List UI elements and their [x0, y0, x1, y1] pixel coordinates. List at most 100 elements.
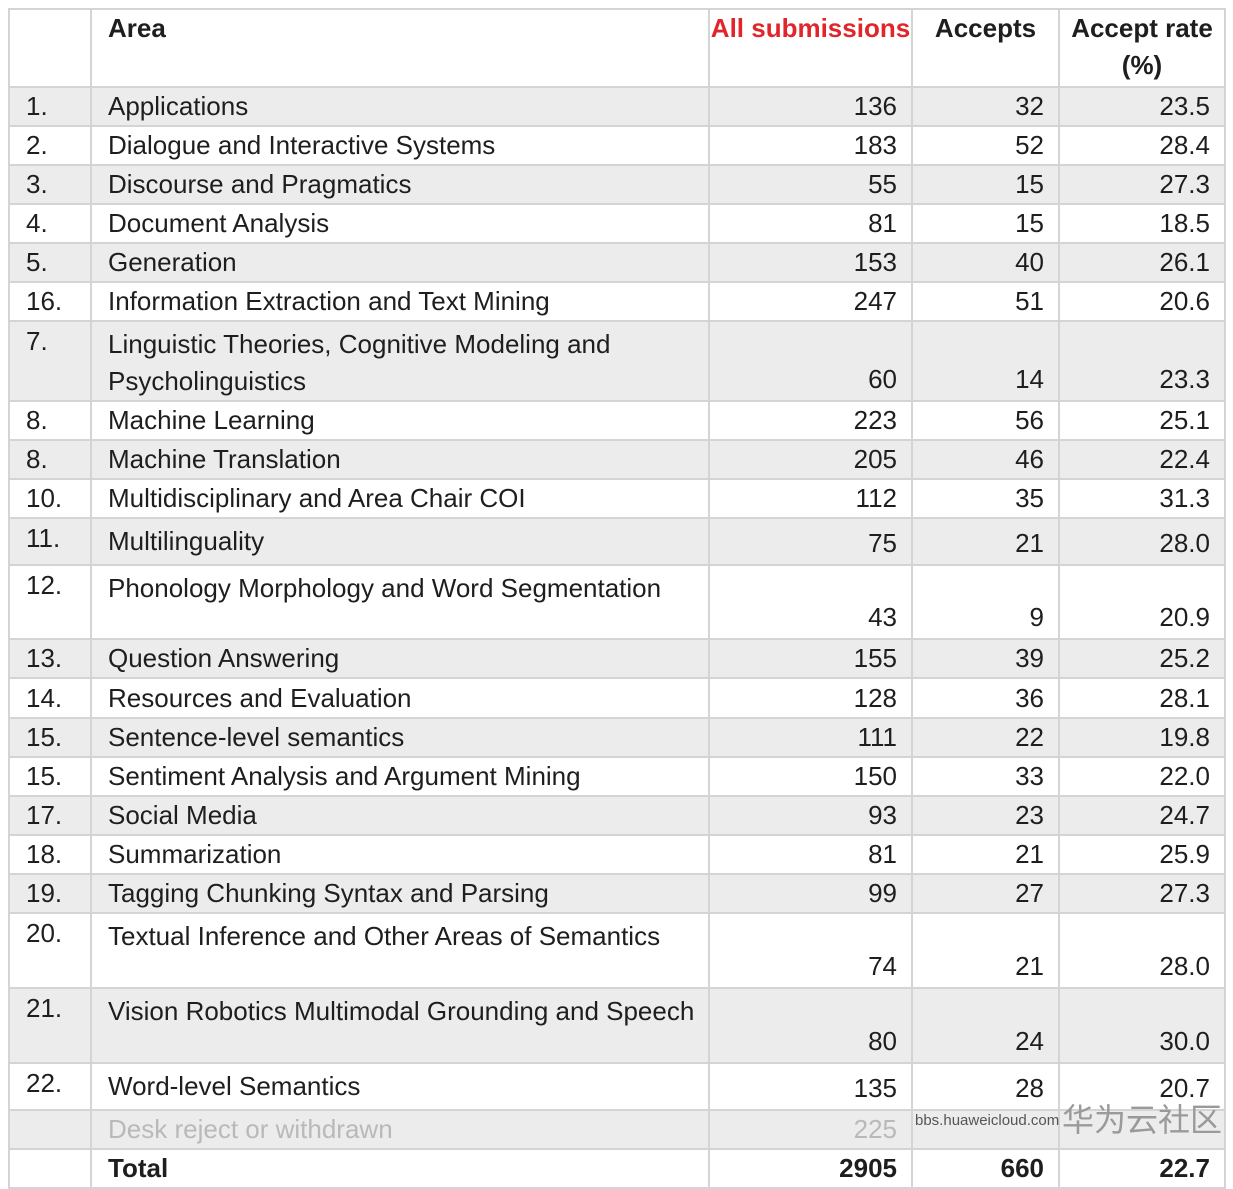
table-row: 18. Summarization 81 21 25.9	[8, 834, 1226, 875]
row-all-submissions: 205	[708, 439, 913, 480]
row-accept-rate: 23.3	[1058, 320, 1226, 402]
row-accepts: 14	[911, 320, 1060, 402]
row-all-submissions: 99	[708, 873, 913, 914]
row-area: Summarization	[90, 834, 710, 875]
row-accept-rate: 22.7	[1058, 1148, 1226, 1189]
row-accepts: 46	[911, 439, 1060, 480]
row-accepts: 21	[911, 517, 1060, 566]
row-all-submissions: 81	[708, 834, 913, 875]
table-row: 15. Sentence-level semantics 111 22 19.8	[8, 717, 1226, 758]
row-accept-rate: 23.5	[1058, 86, 1226, 127]
row-all-submissions: 55	[708, 164, 913, 205]
row-accepts: 35	[911, 478, 1060, 519]
row-area: Machine Translation	[90, 439, 710, 480]
row-index: 13.	[8, 638, 92, 679]
row-accept-rate: 28.0	[1058, 912, 1226, 989]
row-all-submissions: 135	[708, 1062, 913, 1111]
row-area: Multidisciplinary and Area Chair COI	[90, 478, 710, 519]
row-index	[8, 1148, 92, 1189]
row-accept-rate: 22.0	[1058, 756, 1226, 797]
row-all-submissions: 155	[708, 638, 913, 679]
watermark-logo: 华为云社区	[1062, 1102, 1223, 1138]
row-all-submissions: 2905	[708, 1148, 913, 1189]
row-all-submissions: 128	[708, 677, 913, 719]
row-index: 15.	[8, 717, 92, 758]
row-accept-rate: 30.0	[1058, 987, 1226, 1064]
row-accepts: 27	[911, 873, 1060, 914]
row-accepts: 15	[911, 203, 1060, 244]
row-accepts: 39	[911, 638, 1060, 679]
row-accepts: 15	[911, 164, 1060, 205]
row-index: 14.	[8, 677, 92, 719]
row-all-submissions: 80	[708, 987, 913, 1064]
table-row: 2. Dialogue and Interactive Systems 183 52 2…	[8, 125, 1226, 166]
table-row: 4. Document Analysis 81 15 18.5	[8, 203, 1226, 244]
row-accept-rate: 25.2	[1058, 638, 1226, 679]
row-all-submissions: 136	[708, 86, 913, 127]
row-index: 20.	[8, 912, 92, 989]
row-accept-rate: 31.3	[1058, 478, 1226, 519]
row-area: Textual Inference and Other Areas of Sem…	[90, 912, 710, 989]
row-all-submissions: 223	[708, 400, 913, 441]
row-accept-rate: 28.0	[1058, 517, 1226, 566]
row-accept-rate: 18.5	[1058, 203, 1226, 244]
row-accepts: 56	[911, 400, 1060, 441]
row-index: 4.	[8, 203, 92, 244]
row-accepts: 24	[911, 987, 1060, 1064]
table-row: 1. Applications 136 32 23.5	[8, 86, 1226, 127]
row-index: 11.	[8, 517, 92, 566]
row-index: 17.	[8, 795, 92, 836]
row-index: 1.	[8, 86, 92, 127]
table-row: 8. Machine Learning 223 56 25.1	[8, 400, 1226, 441]
row-index: 8.	[8, 439, 92, 480]
row-index: 3.	[8, 164, 92, 205]
row-accepts: 21	[911, 834, 1060, 875]
row-index	[8, 1109, 92, 1150]
header-index	[8, 8, 92, 88]
table-row: 11. Multilinguality 75 21 28.0	[8, 517, 1226, 566]
row-area: Discourse and Pragmatics	[90, 164, 710, 205]
row-index: 10.	[8, 478, 92, 519]
row-area: Vision Robotics Multimodal Grounding and…	[90, 987, 710, 1064]
row-all-submissions: 150	[708, 756, 913, 797]
row-accept-rate: 27.3	[1058, 873, 1226, 914]
row-accepts: 23	[911, 795, 1060, 836]
row-accept-rate: 20.6	[1058, 281, 1226, 322]
table-row: 20. Textual Inference and Other Areas of …	[8, 912, 1226, 989]
row-index: 16.	[8, 281, 92, 322]
row-index: 7.	[8, 320, 92, 402]
row-accepts: 660	[911, 1148, 1060, 1189]
row-accept-rate: 24.7	[1058, 795, 1226, 836]
row-accept-rate: 20.7	[1058, 1062, 1226, 1111]
row-all-submissions: 81	[708, 203, 913, 244]
row-accept-rate: 22.4	[1058, 439, 1226, 480]
table-row: 22. Word-level Semantics 135 28 20.7	[8, 1062, 1226, 1111]
table-row: 13. Question Answering 155 39 25.2	[8, 638, 1226, 679]
row-all-submissions: 74	[708, 912, 913, 989]
table-row: 5. Generation 153 40 26.1	[8, 242, 1226, 283]
row-accepts: 40	[911, 242, 1060, 283]
row-accept-rate: 26.1	[1058, 242, 1226, 283]
row-area: Dialogue and Interactive Systems	[90, 125, 710, 166]
row-area: Social Media	[90, 795, 710, 836]
row-accepts: 9	[911, 564, 1060, 640]
row-index: 5.	[8, 242, 92, 283]
total-row: Total 2905 660 22.7	[8, 1148, 1226, 1189]
table-row: 21. Vision Robotics Multimodal Grounding …	[8, 987, 1226, 1064]
row-accept-rate	[1058, 1109, 1226, 1150]
row-area: Word-level Semantics	[90, 1062, 710, 1111]
table-row: 16. Information Extraction and Text Minin…	[8, 281, 1226, 322]
row-area: Multilinguality	[90, 517, 710, 566]
row-area: Information Extraction and Text Mining	[90, 281, 710, 322]
row-accept-rate: 19.8	[1058, 717, 1226, 758]
row-all-submissions: 60	[708, 320, 913, 402]
header-accepts: Accepts	[911, 8, 1060, 88]
header-all-submissions: All submissions	[708, 8, 913, 88]
row-accepts: 32	[911, 86, 1060, 127]
row-accepts: 51	[911, 281, 1060, 322]
table-row: 17. Social Media 93 23 24.7	[8, 795, 1226, 836]
row-all-submissions: 111	[708, 717, 913, 758]
row-accepts	[911, 1109, 1060, 1150]
table-row: 19. Tagging Chunking Syntax and Parsing 99…	[8, 873, 1226, 914]
row-accepts: 33	[911, 756, 1060, 797]
